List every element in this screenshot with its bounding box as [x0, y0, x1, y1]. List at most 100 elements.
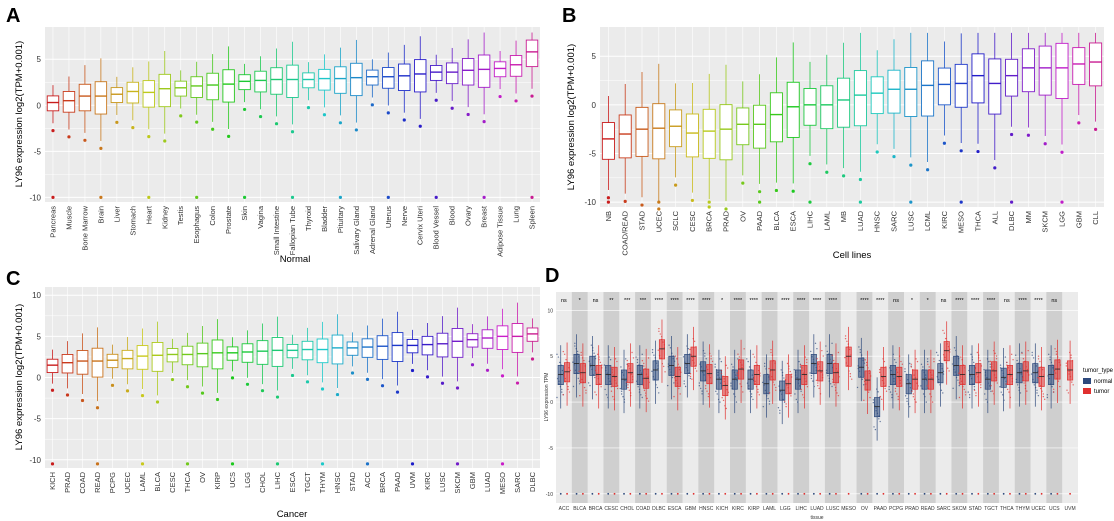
tumor-box	[817, 361, 824, 382]
tumor-outlier-point	[708, 492, 711, 495]
outlier-point	[211, 127, 215, 131]
normal-outlier-point	[591, 492, 594, 495]
x-tick-label: Thyroid	[304, 206, 313, 231]
normal-jitter-point	[637, 386, 639, 388]
outlier-point	[320, 387, 325, 391]
outlier-point	[1026, 133, 1030, 137]
outlier-point	[808, 200, 812, 204]
tumor-outlier-point	[597, 492, 600, 495]
tumor-box	[753, 365, 760, 386]
legend-normal-swatch	[1083, 378, 1091, 384]
normal-jitter-point	[1046, 396, 1049, 399]
tumor-jitter-point	[614, 358, 617, 360]
outlier-point	[227, 134, 231, 138]
box	[76, 350, 89, 375]
x-tick-label: LUSC	[906, 210, 915, 231]
tumor-jitter-point	[1055, 350, 1058, 353]
x-tick-label: GBM	[468, 472, 477, 489]
normal-jitter-point	[1031, 351, 1033, 354]
box	[382, 67, 395, 89]
box	[461, 58, 475, 86]
x-tick-label: PRAD	[722, 210, 731, 231]
normal-box	[968, 365, 976, 386]
panel-b-xlabel: Cell lines	[833, 250, 872, 261]
normal-outlier-point	[923, 492, 926, 495]
normal-jitter-point	[783, 377, 785, 379]
box	[286, 343, 299, 359]
normal-outlier-point	[733, 492, 736, 495]
tumor-jitter-point	[647, 400, 650, 402]
tumor-jitter-point	[720, 370, 723, 372]
outlier-point	[380, 384, 385, 388]
tumor-jitter-point	[1059, 385, 1061, 388]
x-tick-label: CLL	[1091, 211, 1100, 225]
normal-jitter-point	[688, 374, 690, 377]
box	[222, 69, 235, 103]
outlier-point	[322, 113, 327, 117]
normal-jitter-point	[622, 395, 624, 398]
x-tick-label: PRAD	[905, 506, 919, 512]
normal-jitter-point	[636, 359, 639, 361]
column-shade	[1014, 292, 1031, 503]
tumor-jitter-point	[844, 356, 846, 359]
tumor-jitter-point	[643, 389, 646, 392]
tumor-jitter-point	[911, 390, 913, 392]
outlier-point	[50, 462, 55, 466]
x-tick-label: Cervix Uteri	[416, 206, 425, 246]
x-tick-label: PAAD	[393, 471, 402, 491]
outlier-point	[485, 368, 490, 372]
x-tick-label: Kidney	[160, 206, 169, 229]
y-tick-label: 10	[547, 308, 553, 314]
normal-jitter-point	[1048, 353, 1050, 356]
tumor-jitter-point	[849, 375, 852, 378]
x-tick-label: SCLC	[671, 210, 680, 231]
outlier-point	[926, 168, 930, 172]
box	[256, 340, 269, 365]
box	[601, 122, 615, 160]
tumor-jitter-point	[710, 355, 712, 357]
tumor-jitter-point	[836, 392, 838, 394]
x-tick-label: MESO	[841, 506, 856, 512]
outlier-point	[455, 386, 460, 390]
outlier-point	[170, 377, 175, 382]
normal-jitter-point	[988, 360, 990, 363]
tumor-outlier-point	[771, 492, 774, 495]
panel-c-ylabel: LY96 expression log2(TPM+0.001)	[14, 304, 25, 450]
normal-outlier-point	[654, 492, 657, 495]
tumor-outlier-point	[866, 492, 869, 495]
normal-jitter-point	[604, 388, 606, 391]
normal-jitter-point	[561, 388, 563, 391]
significance-label: ns	[1004, 298, 1010, 304]
x-tick-label: BLCA	[573, 506, 587, 512]
outlier-point	[774, 188, 779, 193]
tumor-box	[864, 370, 871, 391]
x-tick-label: STAD	[969, 506, 982, 512]
normal-jitter-point	[704, 355, 706, 357]
column-shade	[761, 292, 778, 503]
box	[837, 77, 851, 128]
normal-jitter-point	[768, 403, 771, 405]
x-tick-label: Blood	[448, 206, 457, 225]
normal-jitter-point	[572, 385, 575, 388]
normal-box	[794, 369, 802, 390]
significance-label: ****	[781, 298, 790, 304]
tumor-box	[943, 341, 950, 362]
tumor-jitter-point	[915, 358, 917, 360]
significance-label: ****	[876, 298, 885, 304]
box	[921, 60, 935, 117]
tumor-box	[801, 365, 808, 386]
normal-jitter-point	[989, 366, 991, 368]
tumor-box	[690, 346, 697, 367]
tumor-jitter-point	[990, 385, 992, 387]
tumor-jitter-point	[755, 361, 757, 364]
y-tick-label: 5	[592, 52, 597, 61]
box	[398, 63, 411, 92]
tumor-jitter-point	[1043, 398, 1046, 401]
x-tick-label: BRCA	[589, 506, 604, 512]
tumor-jitter-point	[927, 363, 929, 366]
box	[126, 81, 140, 104]
tumor-jitter-point	[943, 332, 946, 334]
x-tick-label: TGCT	[303, 472, 312, 493]
tumor-jitter-point	[896, 393, 898, 395]
box	[803, 88, 817, 126]
